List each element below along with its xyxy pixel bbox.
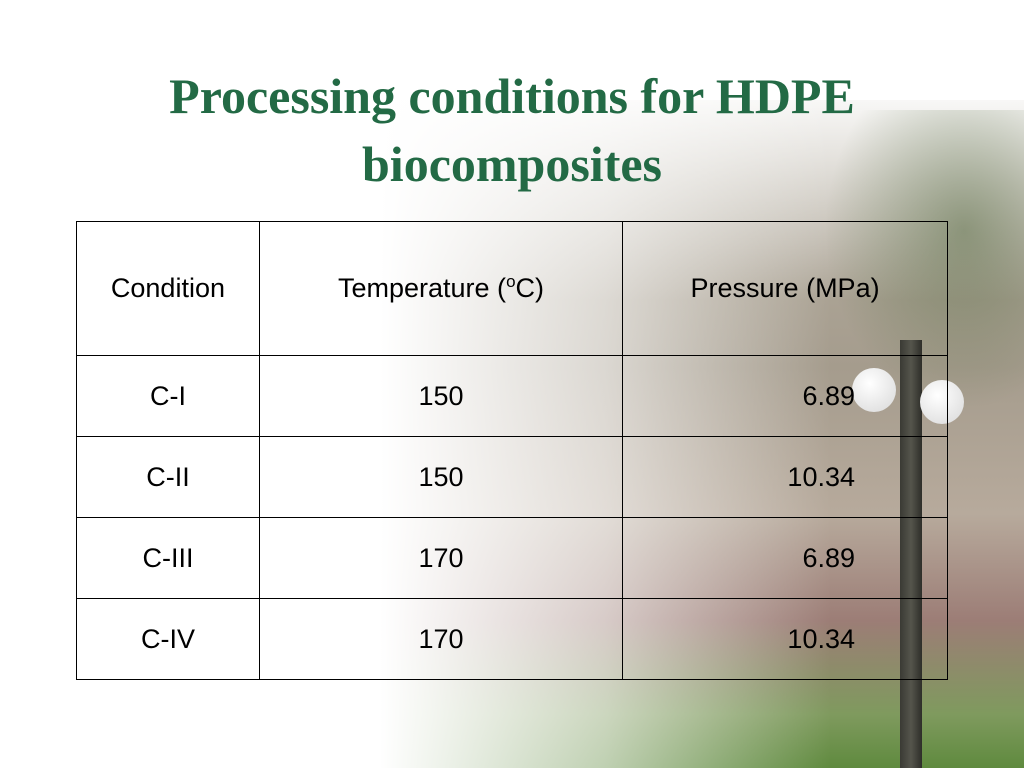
table-cell: 6.89 — [622, 355, 948, 437]
table-cell: C-IV — [76, 598, 260, 680]
table-cell: 10.34 — [622, 598, 948, 680]
table-cell: 6.89 — [622, 517, 948, 599]
table-cell: 150 — [258, 355, 624, 437]
header-text: C) — [515, 273, 545, 303]
table-row: C-III 170 6.89 — [76, 517, 948, 599]
table-cell: 170 — [258, 517, 624, 599]
table-row: C-IV 170 10.34 — [76, 598, 948, 680]
header-superscript: o — [506, 272, 516, 291]
table-cell: C-II — [76, 436, 260, 518]
table-cell: 170 — [258, 598, 624, 680]
table-row: C-II 150 10.34 — [76, 436, 948, 518]
header-text: Temperature ( — [337, 273, 507, 303]
table-cell: 10.34 — [622, 436, 948, 518]
table-cell: C-III — [76, 517, 260, 599]
header-cell: Condition — [76, 221, 260, 356]
header-cell: Pressure (MPa) — [622, 221, 948, 356]
table-cell: 150 — [258, 436, 624, 518]
table-row: C-I 150 6.89 — [76, 355, 948, 437]
header-cell: Temperature (oC) — [258, 221, 624, 356]
data-table: Condition Temperature (oC) Pressure (MPa… — [76, 221, 948, 680]
slide-title: Processing conditions for HDPE biocompos… — [169, 68, 855, 192]
table-cell: C-I — [76, 355, 260, 437]
header-row: Condition Temperature (oC) Pressure (MPa… — [76, 221, 948, 356]
